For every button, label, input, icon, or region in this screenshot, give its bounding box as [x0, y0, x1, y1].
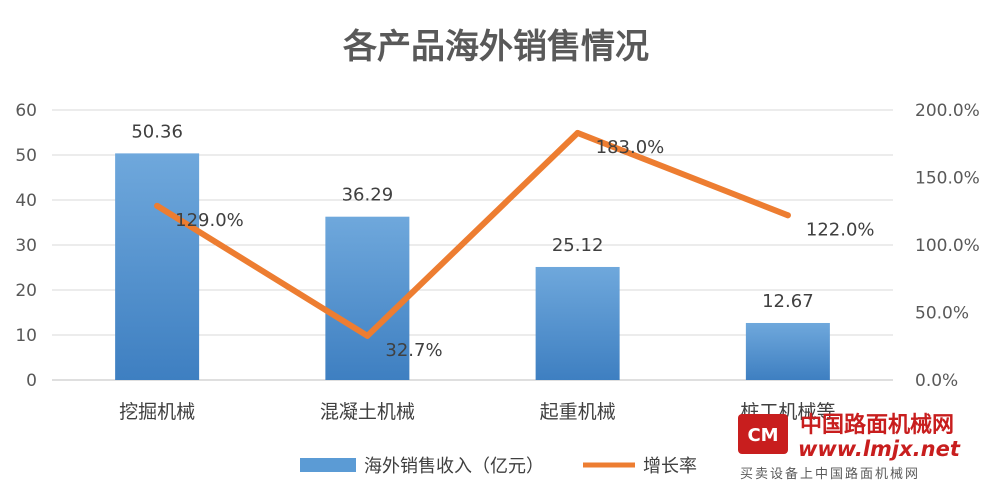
right-tick-label: 150.0%: [915, 169, 980, 189]
line-value-label: 183.0%: [596, 137, 665, 158]
right-tick-label: 50.0%: [915, 304, 969, 324]
left-tick-label: 30: [15, 236, 37, 256]
bar-value-label: 50.36: [131, 121, 183, 142]
bar-value-label: 12.67: [762, 291, 814, 312]
category-labels: 挖掘机械 混凝土机械 起重机械 桩工机械等: [119, 401, 835, 423]
bar-series: 50.36 36.29 25.12 12.67: [115, 121, 830, 380]
watermark-logo-text: CM: [747, 425, 778, 446]
legend: 海外销售收入（亿元） 增长率: [300, 456, 697, 477]
left-tick-label: 20: [15, 281, 37, 301]
left-tick-label: 0: [26, 371, 37, 391]
line-point: [574, 129, 581, 136]
line-point: [364, 332, 371, 339]
right-tick-label: 0.0%: [915, 371, 958, 391]
legend-bar-label: 海外销售收入（亿元）: [364, 456, 544, 477]
category-label: 起重机械: [540, 401, 616, 423]
line-value-label: 129.0%: [175, 210, 244, 231]
chart-title: 各产品海外销售情况: [343, 27, 649, 67]
watermark-url: www.lmjx.net: [798, 437, 961, 461]
left-tick-label: 50: [15, 146, 37, 166]
left-tick-label: 40: [15, 191, 37, 211]
left-axis-ticks: 0 10 20 30 40 50 60: [15, 101, 37, 391]
bar-value-label: 36.29: [342, 185, 394, 206]
bar: [115, 153, 200, 380]
bar: [745, 322, 830, 380]
watermark-name: 中国路面机械网: [800, 412, 954, 438]
line-point: [784, 212, 791, 219]
bar-value-label: 25.12: [552, 235, 604, 256]
watermark-logo: CM: [738, 414, 788, 454]
watermark-tagline: 买卖设备上中国路面机械网: [740, 466, 920, 482]
right-tick-label: 100.0%: [915, 236, 980, 256]
bar: [325, 216, 410, 380]
right-tick-label: 200.0%: [915, 101, 980, 121]
watermark: CM 中国路面机械网 www.lmjx.net 买卖设备上中国路面机械网: [738, 412, 961, 482]
right-axis-ticks: 0.0% 50.0% 100.0% 150.0% 200.0%: [915, 101, 980, 391]
growth-rate-line: [154, 129, 791, 339]
line-value-label: 122.0%: [806, 219, 875, 240]
category-label: 混凝土机械: [320, 401, 415, 423]
line-value-label: 32.7%: [385, 340, 442, 361]
left-tick-label: 10: [15, 326, 37, 346]
legend-line-label: 增长率: [643, 456, 697, 477]
left-tick-label: 60: [15, 101, 37, 121]
line-point: [154, 202, 161, 209]
bar: [535, 266, 620, 380]
legend-bar-swatch: [300, 458, 356, 472]
category-label: 挖掘机械: [119, 401, 195, 423]
line-series: 129.0% 32.7% 183.0% 122.0%: [154, 129, 875, 361]
